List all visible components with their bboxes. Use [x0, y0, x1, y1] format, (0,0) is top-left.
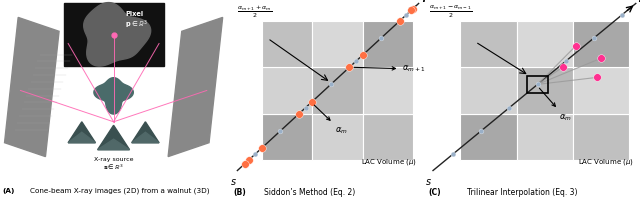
- Text: (B): (B): [234, 188, 246, 197]
- Text: $\frac{\alpha_{m+1} - \alpha_{m-1}}{2}$: $\frac{\alpha_{m+1} - \alpha_{m-1}}{2}$: [429, 3, 472, 20]
- Bar: [517, 114, 573, 160]
- Text: (C): (C): [429, 188, 442, 197]
- Bar: [363, 67, 413, 114]
- Bar: [262, 67, 312, 114]
- Text: $\frac{\alpha_{m+1} + \alpha_m}{2}$: $\frac{\alpha_{m+1} + \alpha_m}{2}$: [237, 3, 273, 20]
- Bar: [262, 114, 312, 160]
- Bar: [461, 114, 517, 160]
- Polygon shape: [68, 122, 95, 143]
- Text: s: s: [426, 177, 431, 187]
- Text: LAC Volume ($\mu$): LAC Volume ($\mu$): [361, 157, 417, 167]
- Text: (A): (A): [3, 188, 15, 194]
- Bar: [363, 21, 413, 67]
- Polygon shape: [94, 78, 133, 114]
- Bar: [312, 114, 363, 160]
- Text: $\alpha_m$: $\alpha_m$: [540, 88, 572, 123]
- Polygon shape: [98, 139, 129, 150]
- Bar: [527, 76, 548, 93]
- Text: $\alpha_{m+1}$: $\alpha_{m+1}$: [354, 64, 426, 74]
- Bar: [312, 21, 363, 67]
- Text: p: p: [422, 0, 429, 2]
- Text: p: p: [638, 0, 640, 2]
- Text: Cone-beam X-ray images (2D) from a walnut (3D): Cone-beam X-ray images (2D) from a walnu…: [29, 188, 209, 194]
- Bar: [517, 67, 573, 114]
- Polygon shape: [68, 132, 95, 143]
- Text: Pixel
$\mathbf{p} \in \mathbb{R}^3$: Pixel $\mathbf{p} \in \mathbb{R}^3$: [125, 11, 148, 31]
- Bar: [461, 67, 517, 114]
- Polygon shape: [132, 122, 159, 143]
- Bar: [517, 21, 573, 67]
- Bar: [573, 67, 629, 114]
- Polygon shape: [4, 17, 59, 157]
- Bar: [461, 21, 517, 67]
- Text: s: s: [231, 177, 236, 187]
- Polygon shape: [168, 17, 223, 157]
- Text: Trilinear Interpolation (Eq. 3): Trilinear Interpolation (Eq. 3): [467, 188, 577, 197]
- Bar: [573, 21, 629, 67]
- Text: Siddon’s Method (Eq. 2): Siddon’s Method (Eq. 2): [264, 188, 355, 197]
- Text: X-ray source
$\mathbf{s} \in \mathbb{R}^3$: X-ray source $\mathbf{s} \in \mathbb{R}^…: [94, 157, 133, 172]
- Text: LAC Volume ($\mu$): LAC Volume ($\mu$): [578, 157, 634, 167]
- Bar: [363, 114, 413, 160]
- Bar: [312, 67, 363, 114]
- Bar: [573, 114, 629, 160]
- Text: $\alpha_m$: $\alpha_m$: [314, 105, 348, 136]
- Polygon shape: [63, 3, 164, 66]
- Polygon shape: [132, 132, 159, 143]
- Polygon shape: [98, 125, 129, 150]
- Bar: [262, 21, 312, 67]
- Polygon shape: [84, 3, 150, 66]
